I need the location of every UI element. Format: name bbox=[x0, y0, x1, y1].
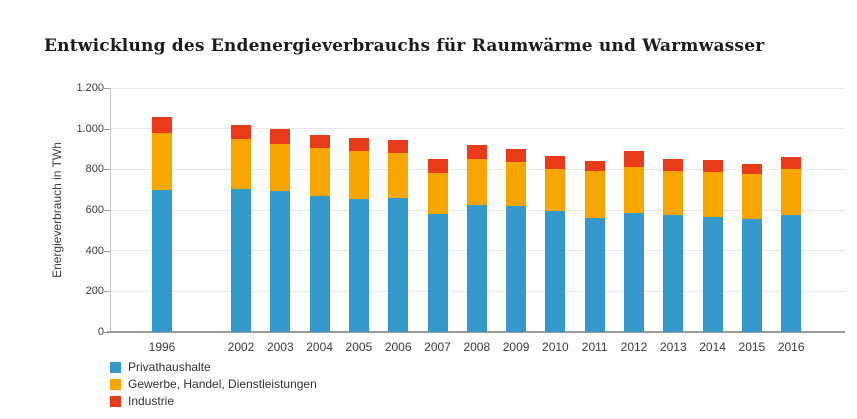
bar-segment-privathaushalte bbox=[584, 218, 605, 332]
y-axis-line bbox=[110, 88, 111, 332]
bar-segment-gewerbe bbox=[702, 171, 723, 218]
x-tick-label: 1996 bbox=[148, 340, 176, 354]
bar-segment-gewerbe bbox=[624, 167, 644, 213]
chart-title: Entwicklung des Endenergieverbrauchs für… bbox=[44, 36, 765, 56]
legend-label: Gewerbe, Handel, Dienstleistungen bbox=[128, 377, 317, 391]
y-tick-label: 0 bbox=[97, 326, 104, 338]
bar-segment-privathaushalte bbox=[152, 190, 172, 332]
gridline bbox=[110, 128, 845, 130]
bar-segment-privathaushalte bbox=[466, 204, 487, 332]
bar-segment-gewerbe bbox=[427, 173, 448, 215]
y-axis-tick bbox=[104, 250, 110, 252]
bar-segment-gewerbe bbox=[545, 168, 566, 211]
bar-segment-industrie bbox=[663, 159, 684, 172]
bar-segment-privathaushalte bbox=[663, 214, 684, 332]
bar-segment-privathaushalte bbox=[741, 218, 762, 332]
bar-segment-gewerbe bbox=[466, 158, 487, 205]
x-tick-label: 2012 bbox=[620, 340, 648, 354]
bar-segment-industrie bbox=[348, 138, 369, 152]
legend: Privathaushalte Gewerbe, Handel, Dienstle… bbox=[110, 360, 317, 408]
bar-segment-privathaushalte bbox=[702, 217, 723, 332]
legend-swatch bbox=[110, 378, 121, 390]
bar-segment-industrie bbox=[270, 128, 291, 144]
x-tick-label: 2005 bbox=[345, 340, 373, 354]
x-tick-label: 2009 bbox=[502, 340, 530, 354]
bar-segment-gewerbe bbox=[741, 174, 762, 219]
y-axis-tick bbox=[104, 169, 110, 171]
legend-item: Privathaushalte bbox=[110, 360, 317, 374]
y-tick-label: 1.200 bbox=[76, 82, 104, 94]
bar-segment-industrie bbox=[309, 134, 330, 149]
bar-segment-privathaushalte bbox=[231, 189, 251, 332]
x-tick-label: 2006 bbox=[384, 340, 412, 354]
legend-item: Gewerbe, Handel, Dienstleistungen bbox=[110, 377, 317, 391]
bar-segment-gewerbe bbox=[309, 148, 330, 197]
gridline bbox=[110, 87, 845, 89]
bar-segment-industrie bbox=[466, 145, 487, 159]
legend-item: Industrie bbox=[110, 394, 317, 408]
x-tick-label: 2008 bbox=[463, 340, 491, 354]
y-tick-label: 200 bbox=[85, 285, 104, 298]
bar-segment-privathaushalte bbox=[506, 205, 527, 332]
y-axis-tick bbox=[104, 128, 110, 130]
x-tick-label: 2014 bbox=[699, 340, 726, 354]
bar-segment-industrie bbox=[231, 124, 251, 140]
bar-segment-industrie bbox=[624, 151, 644, 168]
bar-segment-gewerbe bbox=[152, 132, 172, 191]
bar-segment-privathaushalte bbox=[781, 214, 802, 332]
bar-segment-privathaushalte bbox=[348, 199, 369, 332]
bar-segment-industrie bbox=[506, 149, 527, 162]
bar-segment-gewerbe bbox=[781, 168, 802, 215]
bar-segment-industrie bbox=[388, 139, 409, 154]
legend-swatch bbox=[110, 395, 121, 407]
x-tick-label: 2013 bbox=[659, 340, 687, 354]
bar-segment-industrie bbox=[427, 159, 448, 174]
bar-segment-industrie bbox=[152, 116, 172, 133]
bar-segment-privathaushalte bbox=[545, 210, 566, 332]
y-tick-label: 400 bbox=[85, 244, 104, 257]
x-tick-label: 2002 bbox=[227, 340, 255, 354]
bar-segment-privathaushalte bbox=[309, 196, 330, 332]
legend-label: Industrie bbox=[128, 394, 175, 408]
y-tick-label: 600 bbox=[85, 204, 104, 216]
x-tick-label: 2016 bbox=[777, 340, 805, 354]
bar-segment-gewerbe bbox=[348, 151, 369, 200]
bar-segment-gewerbe bbox=[231, 139, 251, 190]
bar-segment-gewerbe bbox=[388, 153, 409, 198]
bar-segment-industrie bbox=[781, 157, 802, 169]
bar-segment-gewerbe bbox=[584, 171, 605, 219]
bar-segment-industrie bbox=[545, 156, 566, 169]
x-tick-label: 2007 bbox=[424, 340, 451, 354]
y-axis-tick bbox=[104, 291, 110, 293]
x-tick-label: 2011 bbox=[581, 340, 608, 354]
x-axis-line bbox=[107, 331, 845, 333]
legend-swatch bbox=[110, 361, 121, 373]
bar-segment-gewerbe bbox=[663, 171, 684, 215]
bar-segment-privathaushalte bbox=[427, 214, 448, 332]
bar-segment-privathaushalte bbox=[270, 190, 291, 332]
bar-segment-industrie bbox=[584, 160, 605, 172]
y-tick-label: 800 bbox=[85, 163, 104, 176]
legend-label: Privathaushalte bbox=[128, 360, 211, 374]
y-axis-tick bbox=[104, 210, 110, 211]
bar-segment-privathaushalte bbox=[624, 212, 644, 332]
y-axis-tick bbox=[104, 88, 110, 89]
x-tick-label: 2015 bbox=[738, 340, 766, 354]
bar-segment-industrie bbox=[702, 159, 723, 172]
bar-segment-industrie bbox=[741, 164, 762, 174]
x-tick-label: 2010 bbox=[542, 340, 569, 354]
bar-segment-privathaushalte bbox=[388, 198, 409, 332]
bar-segment-gewerbe bbox=[506, 161, 527, 206]
x-tick-label: 2003 bbox=[266, 340, 294, 354]
y-tick-label: 1.000 bbox=[76, 122, 104, 135]
bar-segment-gewerbe bbox=[270, 143, 291, 191]
x-tick-label: 2004 bbox=[306, 340, 333, 354]
